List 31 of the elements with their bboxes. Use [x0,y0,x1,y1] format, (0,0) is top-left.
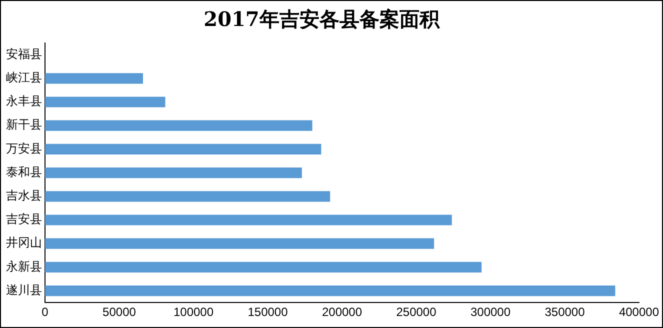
y-tick-label: 吉安县 [6,212,42,226]
y-tick-label: 安福县 [6,46,42,61]
bar [45,144,322,155]
y-tick-label: 新干县 [6,118,42,132]
bar [45,285,616,296]
bar [45,191,330,202]
y-tick-label: 峡江县 [6,70,42,85]
x-tick-label: 0 [42,305,49,320]
chart-title: 2017年吉安各县备案面积 [204,7,440,32]
x-tick-label: 350000 [544,305,586,320]
y-tick-label: 泰和县 [6,164,42,179]
bar [45,262,482,273]
y-tick-label: 井冈山 [6,236,42,250]
bar [45,96,166,108]
bar [45,214,452,226]
y-tick-label: 万安县 [6,141,42,156]
y-tick-label: 永新县 [6,259,42,274]
bar [45,73,144,84]
bar [45,238,434,249]
y-tick-label: 永丰县 [6,94,42,108]
x-tick-label: 200000 [322,305,362,320]
x-tick-label: 300000 [470,305,511,320]
x-tick-label: 100000 [173,305,214,320]
x-tick-label: 250000 [396,305,437,320]
x-tick-label: 150000 [248,305,288,320]
x-tick-label: 50000 [102,305,136,320]
x-tick-label: 400000 [618,305,660,320]
y-tick-label: 吉水县 [6,188,42,203]
bar [45,167,302,178]
y-tick-label: 遂川县 [6,282,42,297]
bar [45,120,312,131]
